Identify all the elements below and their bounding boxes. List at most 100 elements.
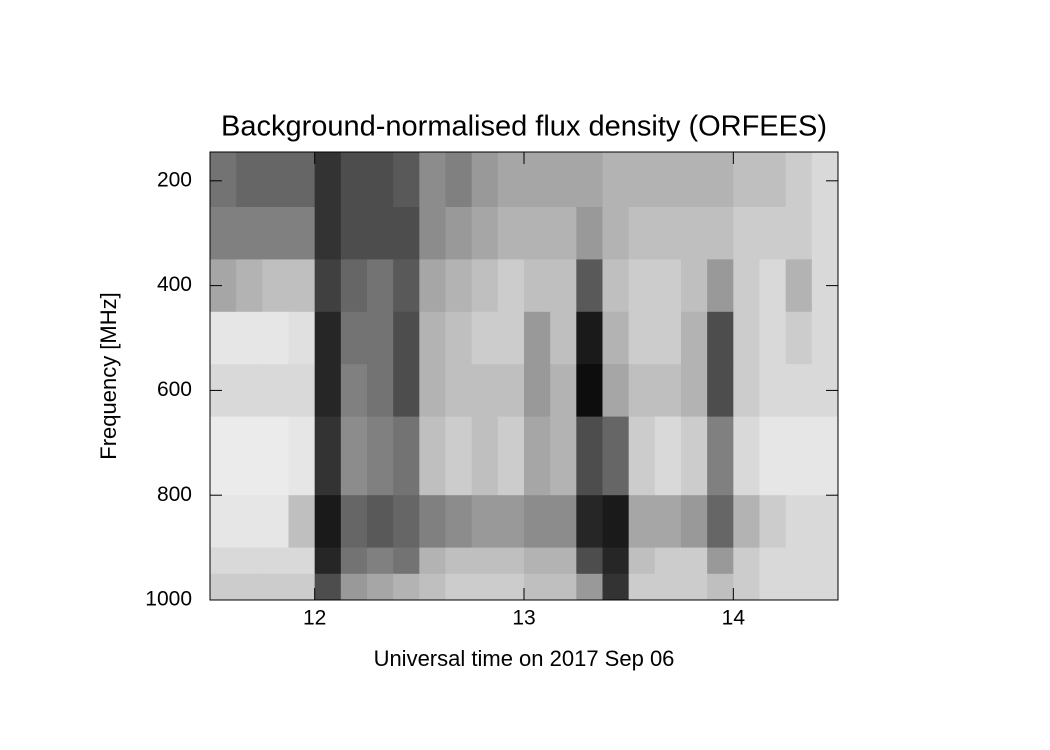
heatmap-cell bbox=[497, 311, 525, 365]
heatmap-cell bbox=[419, 416, 446, 496]
heatmap-cell bbox=[654, 573, 682, 601]
heatmap-cell bbox=[445, 207, 473, 260]
heatmap-cell bbox=[602, 311, 630, 365]
heatmap-cell bbox=[471, 364, 499, 418]
heatmap-cell bbox=[628, 573, 656, 601]
heatmap-cell bbox=[785, 547, 813, 575]
heatmap-cell bbox=[628, 311, 656, 365]
heatmap-cell bbox=[262, 259, 289, 313]
heatmap-cell bbox=[602, 547, 630, 575]
heatmap-cell bbox=[576, 416, 603, 496]
heatmap-cell bbox=[236, 547, 263, 575]
heatmap-cell bbox=[367, 152, 394, 208]
heatmap-cell bbox=[419, 311, 446, 365]
heatmap-cell bbox=[497, 547, 525, 575]
heatmap-cell bbox=[602, 364, 630, 418]
heatmap-cell bbox=[707, 573, 734, 601]
heatmap-cell bbox=[262, 547, 289, 575]
heatmap-cell bbox=[445, 311, 473, 365]
heatmap-cell bbox=[340, 364, 368, 418]
heatmap-cell bbox=[602, 573, 630, 601]
heatmap-cell bbox=[367, 495, 394, 549]
heatmap-cell bbox=[681, 547, 708, 575]
heatmap-cell bbox=[288, 259, 316, 313]
heatmap-cell bbox=[550, 416, 577, 496]
heatmap-cell bbox=[210, 207, 237, 260]
heatmap-cell bbox=[210, 495, 237, 549]
heatmap-cell bbox=[471, 259, 499, 313]
heatmap-cell bbox=[393, 416, 420, 496]
heatmap-cell bbox=[288, 547, 316, 575]
y-tick-label: 200 bbox=[157, 168, 192, 191]
heatmap-cell bbox=[785, 416, 813, 496]
heatmap-cell bbox=[524, 152, 551, 208]
heatmap-cell bbox=[445, 573, 473, 601]
heatmap-cell bbox=[550, 495, 577, 549]
heatmap-cell bbox=[262, 311, 289, 365]
heatmap-cell bbox=[236, 495, 263, 549]
heatmap-cell bbox=[524, 207, 551, 260]
heatmap-cell bbox=[550, 259, 577, 313]
heatmap-cell bbox=[210, 573, 237, 601]
heatmap-cell bbox=[811, 152, 839, 208]
heatmap-cell bbox=[314, 364, 342, 418]
heatmap-cell bbox=[733, 207, 760, 260]
heatmap-cell bbox=[707, 547, 734, 575]
heatmap-cell bbox=[654, 495, 682, 549]
heatmap-cell bbox=[759, 416, 787, 496]
heatmap-cell bbox=[314, 259, 342, 313]
heatmap-cell bbox=[681, 152, 708, 208]
heatmap-cell bbox=[393, 207, 420, 260]
heatmap-cell bbox=[628, 416, 656, 496]
heatmap-cell bbox=[262, 416, 289, 496]
heatmap-cell bbox=[681, 259, 708, 313]
heatmap-cell bbox=[654, 152, 682, 208]
heatmap-cell bbox=[681, 495, 708, 549]
heatmap-cell bbox=[367, 547, 394, 575]
heatmap-cell bbox=[681, 573, 708, 601]
heatmap-cell bbox=[314, 207, 342, 260]
heatmap-cell bbox=[497, 364, 525, 418]
heatmap-cell bbox=[550, 364, 577, 418]
heatmap-cell bbox=[340, 495, 368, 549]
heatmap-cell bbox=[393, 573, 420, 601]
heatmap-cell bbox=[340, 573, 368, 601]
heatmap-cell bbox=[524, 364, 551, 418]
heatmap-cell bbox=[497, 416, 525, 496]
heatmap-cell bbox=[654, 364, 682, 418]
heatmap-cell bbox=[288, 573, 316, 601]
heatmap-cell bbox=[733, 416, 760, 496]
heatmap-cell bbox=[785, 573, 813, 601]
heatmap-cell bbox=[236, 259, 263, 313]
heatmap-cell bbox=[811, 311, 839, 365]
heatmap-cell bbox=[367, 311, 394, 365]
heatmap-cell bbox=[236, 364, 263, 418]
heatmap-cell bbox=[210, 547, 237, 575]
heatmap-cell bbox=[785, 364, 813, 418]
chart-title: Background-normalised flux density (ORFE… bbox=[221, 111, 827, 143]
heatmap-cell bbox=[288, 364, 316, 418]
heatmap-cell bbox=[236, 311, 263, 365]
heatmap-cell bbox=[497, 152, 525, 208]
heatmap-cell bbox=[759, 547, 787, 575]
heatmap-cell bbox=[576, 259, 603, 313]
heatmap-cell bbox=[367, 573, 394, 601]
y-tick-label: 600 bbox=[157, 378, 192, 401]
heatmap-cell bbox=[236, 573, 263, 601]
heatmap-cell bbox=[681, 416, 708, 496]
heatmap-cell bbox=[288, 152, 316, 208]
heatmap-cell bbox=[759, 259, 787, 313]
heatmap-cell bbox=[628, 259, 656, 313]
heatmap-cell bbox=[524, 495, 551, 549]
heatmap-cell bbox=[550, 573, 577, 601]
heatmap-cell bbox=[628, 364, 656, 418]
x-tick-label: 13 bbox=[512, 607, 535, 630]
heatmap-cell bbox=[393, 311, 420, 365]
heatmap-cell bbox=[340, 259, 368, 313]
y-tick-label: 400 bbox=[157, 273, 192, 296]
heatmap-cell bbox=[785, 152, 813, 208]
heatmap-cell bbox=[445, 547, 473, 575]
heatmap-cell bbox=[576, 207, 603, 260]
heatmap-cell bbox=[707, 207, 734, 260]
heatmap-cell bbox=[288, 416, 316, 496]
